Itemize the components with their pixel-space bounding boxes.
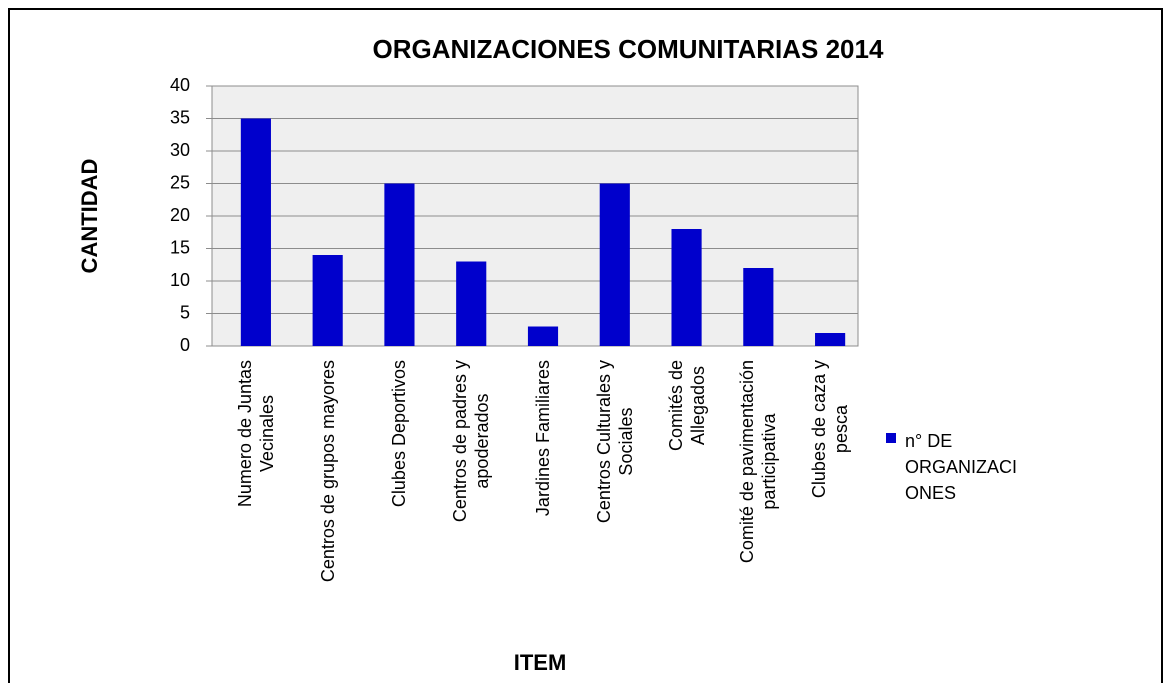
x-tick-label: Centros de padres y apoderados bbox=[449, 360, 493, 680]
bar bbox=[240, 118, 271, 346]
y-tick-label: 25 bbox=[170, 172, 190, 192]
x-tick-label: Numero de Juntas Vecinales bbox=[234, 360, 278, 680]
y-tick-label: 15 bbox=[170, 237, 190, 257]
x-tick-label: Centros de grupos mayores bbox=[317, 360, 339, 680]
x-tick-label-text: Centros de grupos mayores bbox=[317, 360, 338, 583]
bar bbox=[743, 268, 774, 346]
x-tick-label: Comité de pavimentación participativa bbox=[736, 360, 780, 680]
x-axis-title: ITEM bbox=[513, 650, 567, 675]
y-tick-label: 5 bbox=[180, 302, 190, 322]
chart-border bbox=[8, 8, 1163, 683]
bar bbox=[456, 261, 487, 346]
y-tick-label: 40 bbox=[170, 75, 190, 95]
x-tick-label-text: Comités de Allegados bbox=[665, 360, 708, 452]
chart-title: ORGANIZACIONES COMUNITARIAS 2014 bbox=[372, 34, 884, 64]
bar bbox=[527, 326, 559, 346]
x-tick-label: Clubes Deportivos bbox=[388, 360, 410, 680]
y-tick-label: 35 bbox=[170, 107, 190, 127]
x-tick-label-text: Comité de pavimentación participativa bbox=[737, 360, 780, 564]
bar bbox=[671, 229, 702, 346]
bar bbox=[312, 255, 343, 346]
y-tick-label: 20 bbox=[170, 205, 190, 225]
x-tick-label: Comités de Allegados bbox=[665, 360, 709, 680]
x-tick-label: Centros Culturales y Sociales bbox=[593, 360, 637, 680]
bar bbox=[599, 183, 630, 346]
x-tick-label: Jardines Familiares bbox=[532, 360, 554, 680]
y-tick-label: 30 bbox=[170, 140, 190, 160]
y-tick-label: 0 bbox=[180, 335, 190, 355]
x-tick-label-text: Jardines Familiares bbox=[533, 360, 553, 517]
x-tick-label-text: Clubes de caza y pesca bbox=[809, 360, 852, 499]
x-tick-label-text: Clubes Deportivos bbox=[389, 360, 410, 508]
x-tick-label-text: Numero de Juntas Vecinales bbox=[234, 360, 277, 508]
bar bbox=[384, 183, 415, 346]
legend-swatch bbox=[886, 433, 896, 443]
x-tick-label: Clubes de caza y pesca bbox=[808, 360, 852, 680]
legend-label: n° DE ORGANIZACIONES bbox=[905, 431, 1018, 503]
x-tick-label-text: Centros Culturales y Sociales bbox=[593, 360, 636, 524]
bar bbox=[815, 333, 846, 346]
x-tick-label-text: Centros de padres y apoderados bbox=[450, 360, 493, 523]
y-tick-label: 10 bbox=[170, 270, 190, 290]
